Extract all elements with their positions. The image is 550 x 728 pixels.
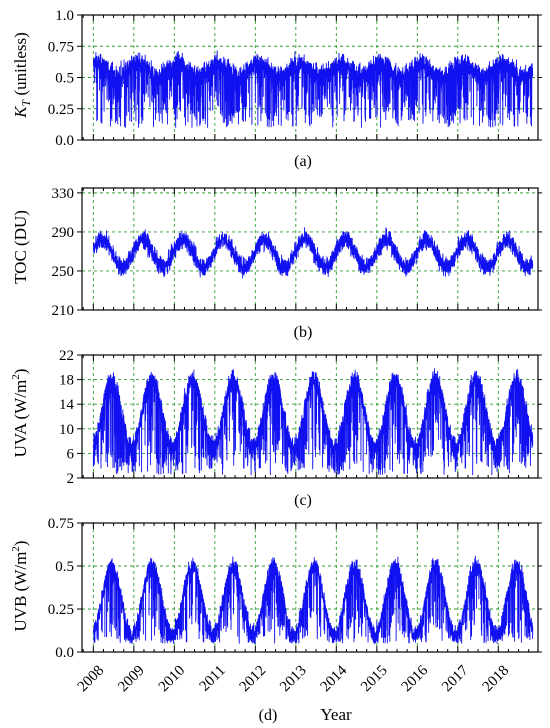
panel-a-label: (a)	[294, 153, 312, 170]
x-tick-label: 2008	[75, 663, 108, 696]
y-tick-label: 0.0	[55, 133, 74, 149]
y-tick-label: 330	[52, 186, 75, 202]
panel-a-ylabel: KT (unitless)	[11, 32, 33, 119]
y-tick-label: 6	[67, 446, 75, 462]
panel-a: KT (unitless) (a)	[11, 32, 312, 170]
x-axis-title: Year	[320, 705, 352, 724]
panel-d: UVB (W/m2) (d) Year	[10, 541, 352, 724]
plot-3: 2 6 10 14 18 22	[59, 348, 542, 487]
y-tick-label: 210	[52, 303, 75, 319]
plot-frame	[81, 187, 539, 311]
x-tick-label: 2009	[115, 663, 148, 696]
panel-c: UVA (W/m2) (c)	[10, 369, 312, 509]
plot-frame	[81, 354, 539, 479]
plot-2: 210 250 290 330	[52, 186, 542, 319]
y-tick-label: 290	[52, 225, 75, 241]
x-tick-label: 2010	[156, 663, 189, 696]
y-tick-label: 0.0	[55, 645, 74, 661]
panel-c-ylabel: UVA (W/m2)	[10, 369, 30, 458]
y-tick-label: 22	[59, 348, 74, 364]
series-line	[92, 368, 534, 476]
y-tick-label: 0.5	[55, 559, 74, 575]
panel-b-label: (b)	[294, 324, 313, 341]
panel-d-ylabel: UVB (W/m2)	[10, 541, 30, 632]
y-tick-label: 0.25	[48, 602, 74, 618]
plot-frame	[81, 522, 539, 653]
x-tick-label: 2014	[318, 662, 351, 695]
panel-d-label: (d)	[259, 707, 278, 724]
x-tick-label: 2016	[399, 662, 432, 695]
x-tick-label: 2012	[237, 663, 270, 696]
y-tick-label: 10	[59, 422, 74, 438]
x-tick-label: 2013	[277, 663, 310, 696]
panel-c-label: (c)	[294, 492, 312, 509]
panel-b: TOC (DU) (b)	[11, 210, 312, 341]
x-tick-label: 2015	[358, 663, 391, 696]
y-tick-label: 0.25	[48, 102, 74, 118]
x-tick-label: 2011	[197, 663, 229, 695]
y-tick-label: 0.75	[48, 516, 74, 532]
y-tick-label: 0.5	[55, 71, 74, 87]
series-line	[92, 50, 534, 128]
x-tick-label: 2018	[480, 663, 513, 696]
x-tick-label: 2017	[439, 662, 472, 695]
y-tick-label: 0.75	[48, 39, 74, 55]
y-tick-label: 1.0	[55, 8, 74, 24]
y-tick-label: 14	[59, 397, 75, 413]
y-tick-label: 2	[67, 471, 75, 487]
y-tick-label: 18	[59, 373, 74, 389]
series-line	[92, 555, 534, 644]
series-line	[92, 227, 534, 279]
panel-b-ylabel: TOC (DU)	[11, 210, 30, 284]
y-tick-label: 250	[52, 264, 75, 280]
plot-1: 0.0 0.25 0.5 0.75 1.0	[48, 8, 542, 149]
plots: 0.0 0.25 0.5 0.75 1.0 210 250 290 330 2 6 10 14 18 22 0…	[48, 8, 542, 695]
